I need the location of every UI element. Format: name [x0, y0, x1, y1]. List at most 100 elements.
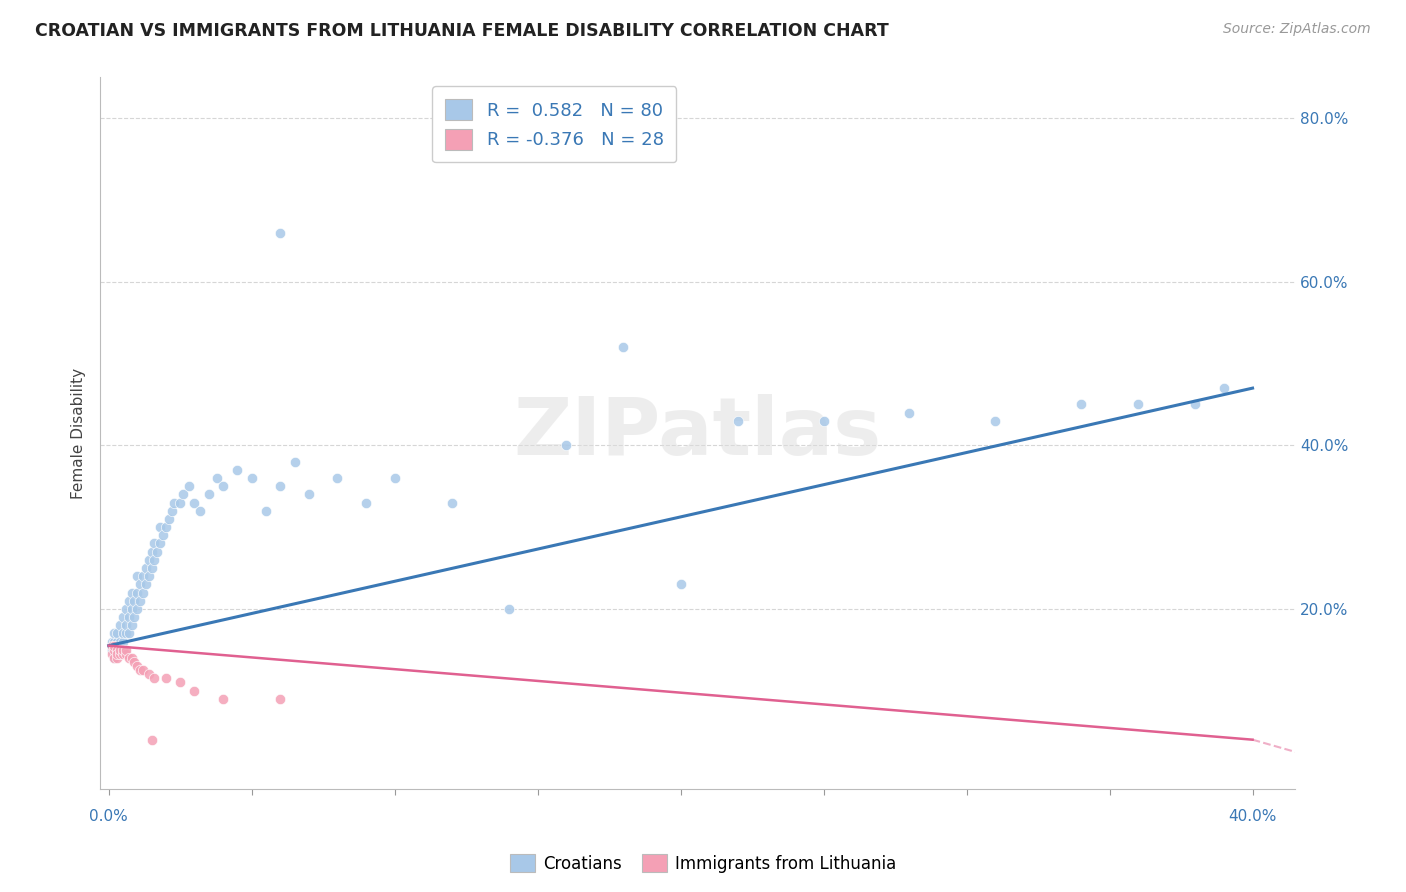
Point [169, 675, 191, 690]
Text: Source: ZipAtlas.com: Source: ZipAtlas.com [1223, 22, 1371, 37]
Point [127, 659, 149, 673]
Legend: R =  0.582   N = 80, R = -0.376   N = 28: R = 0.582 N = 80, R = -0.376 N = 28 [433, 87, 676, 162]
Point [115, 626, 138, 640]
Point [118, 651, 141, 665]
Point [100, 647, 122, 661]
Point [103, 639, 125, 653]
Point [121, 618, 143, 632]
Point [115, 618, 138, 632]
Point [135, 561, 157, 575]
Point [269, 479, 291, 493]
Point [118, 626, 141, 640]
Point [269, 691, 291, 706]
Point [135, 577, 157, 591]
Point [105, 647, 128, 661]
Point [298, 487, 321, 501]
Point [100, 634, 122, 648]
Point [118, 593, 141, 607]
Point [105, 626, 128, 640]
Point [108, 618, 131, 632]
Point [103, 642, 125, 657]
Point [155, 672, 177, 686]
Point [138, 667, 160, 681]
Point [354, 495, 377, 509]
Point [813, 414, 835, 428]
Point [108, 642, 131, 657]
Point [984, 414, 1007, 428]
Point [269, 226, 291, 240]
Point [207, 471, 229, 485]
Text: 40.0%: 40.0% [1229, 809, 1277, 824]
Point [141, 544, 163, 558]
Point [111, 626, 134, 640]
Point [100, 639, 122, 653]
Point [163, 495, 186, 509]
Legend: Croatians, Immigrants from Lithuania: Croatians, Immigrants from Lithuania [503, 847, 903, 880]
Point [132, 585, 155, 599]
Point [129, 577, 152, 591]
Text: CROATIAN VS IMMIGRANTS FROM LITHUANIA FEMALE DISABILITY CORRELATION CHART: CROATIAN VS IMMIGRANTS FROM LITHUANIA FE… [35, 22, 889, 40]
Point [1070, 397, 1092, 411]
Point [149, 520, 172, 534]
Text: 0.0%: 0.0% [90, 809, 128, 824]
Point [105, 651, 128, 665]
Point [103, 626, 125, 640]
Point [103, 651, 125, 665]
Point [121, 602, 143, 616]
Point [240, 471, 263, 485]
Point [1128, 397, 1150, 411]
Point [118, 610, 141, 624]
Point [124, 655, 146, 669]
Point [254, 504, 277, 518]
Text: ZIPatlas: ZIPatlas [513, 394, 882, 472]
Point [121, 651, 143, 665]
Point [152, 528, 174, 542]
Point [138, 569, 160, 583]
Point [132, 663, 155, 677]
Point [103, 651, 125, 665]
Point [143, 672, 166, 686]
Point [143, 536, 166, 550]
Point [183, 495, 205, 509]
Point [555, 438, 578, 452]
Point [727, 414, 749, 428]
Point [172, 487, 194, 501]
Point [108, 634, 131, 648]
Point [183, 683, 205, 698]
Point [108, 647, 131, 661]
Point [669, 577, 692, 591]
Point [105, 634, 128, 648]
Point [138, 553, 160, 567]
Point [198, 487, 221, 501]
Point [129, 593, 152, 607]
Point [898, 406, 921, 420]
Point [100, 642, 122, 657]
Point [440, 495, 463, 509]
Point [111, 647, 134, 661]
Point [160, 504, 183, 518]
Point [111, 634, 134, 648]
Point [155, 520, 177, 534]
Point [108, 642, 131, 657]
Point [177, 479, 200, 493]
Point [129, 663, 152, 677]
Point [212, 479, 235, 493]
Point [111, 642, 134, 657]
Point [127, 569, 149, 583]
Point [141, 561, 163, 575]
Point [384, 471, 406, 485]
Point [111, 642, 134, 657]
Point [1213, 381, 1236, 395]
Y-axis label: Female Disability: Female Disability [72, 368, 86, 499]
Point [124, 610, 146, 624]
Point [103, 634, 125, 648]
Point [141, 732, 163, 747]
Point [127, 585, 149, 599]
Point [105, 642, 128, 657]
Point [169, 495, 191, 509]
Point [284, 455, 307, 469]
Point [498, 602, 520, 616]
Point [124, 593, 146, 607]
Point [143, 553, 166, 567]
Point [132, 569, 155, 583]
